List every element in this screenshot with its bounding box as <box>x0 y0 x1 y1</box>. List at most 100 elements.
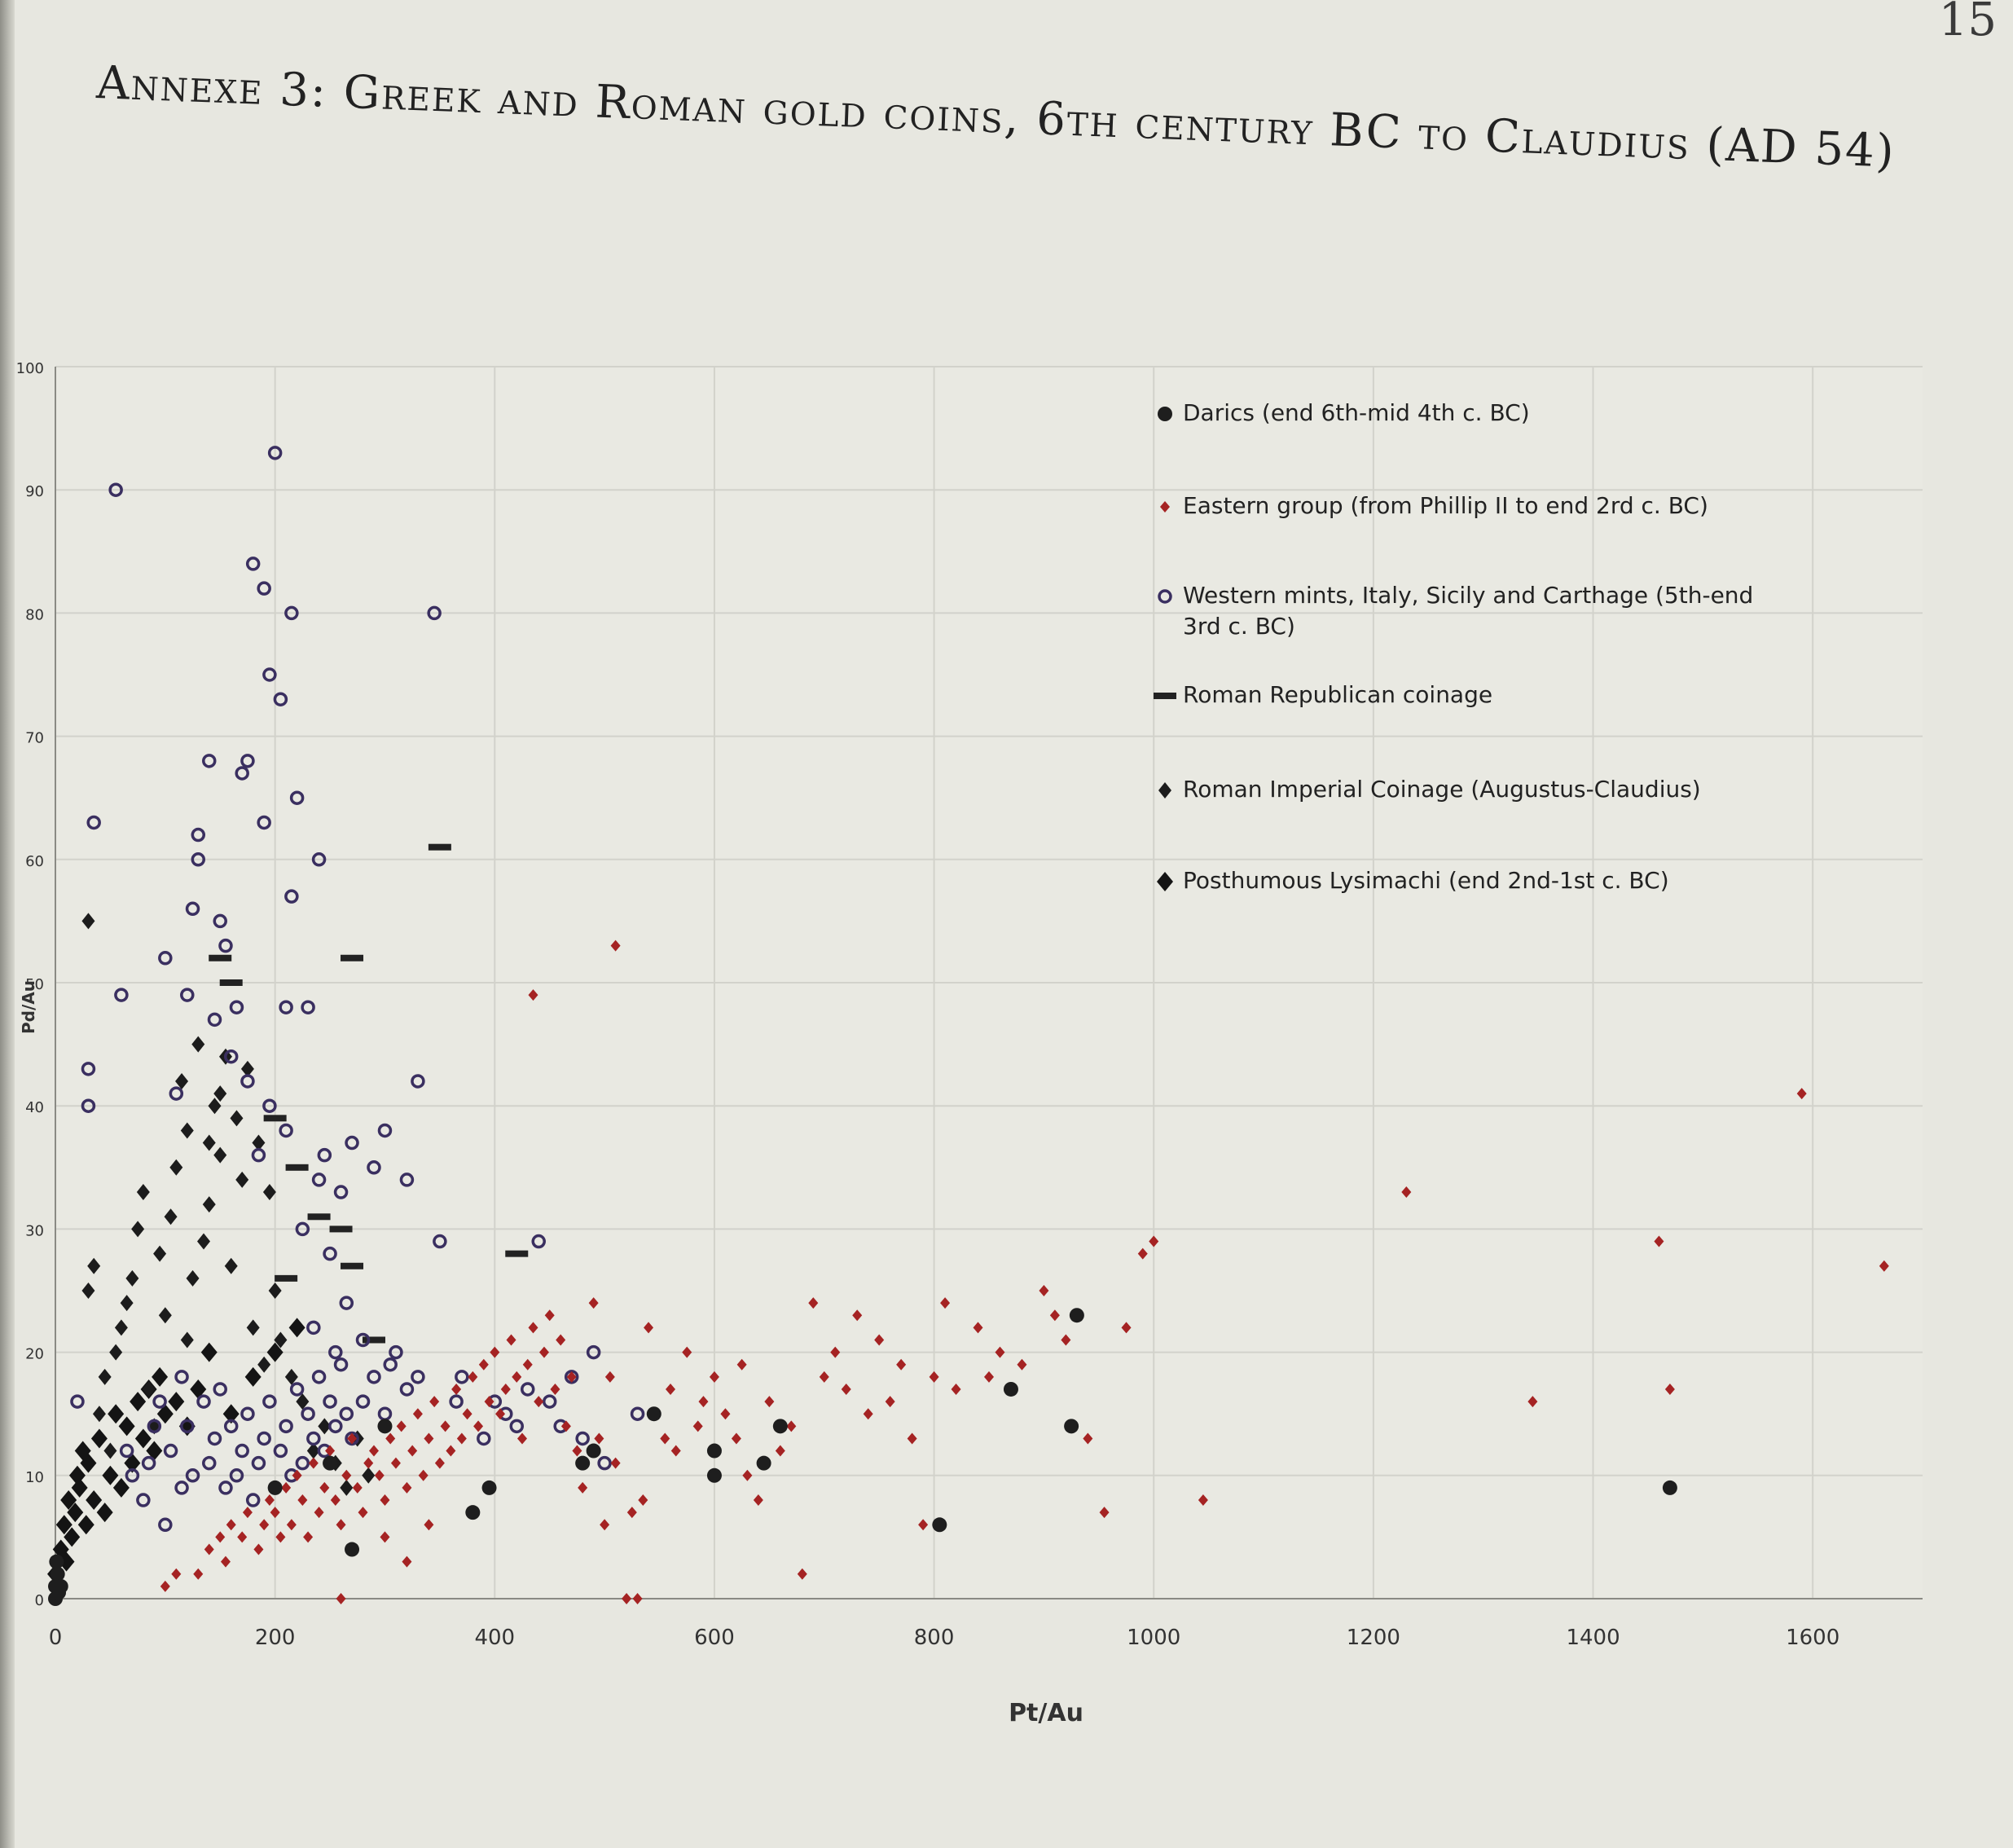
data-point <box>1796 1088 1807 1100</box>
data-point <box>207 1012 222 1027</box>
data-point <box>402 1481 412 1494</box>
y-tick-label: 100 <box>16 360 44 377</box>
data-point <box>319 1481 330 1494</box>
x-tick-label: 1200 <box>1347 1626 1400 1650</box>
data-point <box>424 1519 434 1531</box>
data-point <box>301 1406 315 1421</box>
data-point <box>281 1481 292 1494</box>
legend-label: Western mints, Italy, Sicily and Carthag… <box>1183 582 1753 609</box>
data-point <box>506 1334 516 1346</box>
data-point <box>368 1445 379 1457</box>
data-point <box>185 1468 200 1483</box>
data-point <box>446 1445 456 1457</box>
data-point <box>223 1049 239 1064</box>
data-point <box>666 1383 676 1395</box>
data-point <box>550 1383 560 1395</box>
data-point <box>273 1443 288 1459</box>
data-point <box>235 1443 249 1459</box>
data-point <box>1121 1322 1132 1334</box>
data-point <box>575 1431 590 1446</box>
data-point <box>191 827 206 843</box>
data-point <box>355 1394 371 1409</box>
data-point <box>473 1420 484 1432</box>
y-tick-label: 70 <box>25 730 44 747</box>
legend-marker <box>1154 693 1176 699</box>
data-point <box>301 1000 315 1014</box>
data-point <box>424 1432 434 1445</box>
data-point <box>797 1568 807 1580</box>
y-tick-label: 50 <box>25 976 44 993</box>
data-point <box>308 1457 319 1469</box>
data-point <box>213 1146 227 1164</box>
data-point <box>204 1543 214 1555</box>
data-point <box>264 1494 275 1507</box>
data-point <box>578 1481 588 1494</box>
data-point <box>257 581 271 596</box>
data-point <box>630 1406 645 1421</box>
data-point <box>120 1295 134 1312</box>
data-point <box>240 1074 255 1089</box>
data-point <box>429 1396 440 1408</box>
y-tick-label: 80 <box>25 606 44 623</box>
data-point <box>191 1036 205 1053</box>
data-point <box>253 1543 264 1555</box>
data-point <box>380 1494 390 1507</box>
data-point <box>207 1431 222 1446</box>
data-point <box>786 1420 797 1432</box>
data-point <box>1064 1419 1079 1434</box>
data-point <box>160 1580 170 1592</box>
data-point <box>929 1371 939 1383</box>
data-point <box>125 1269 139 1287</box>
data-point <box>163 1443 178 1459</box>
data-point <box>242 1507 253 1519</box>
data-point <box>196 1394 211 1409</box>
x-tick-label: 1600 <box>1786 1626 1839 1650</box>
data-point <box>124 1453 141 1473</box>
data-point <box>289 1382 305 1397</box>
data-point <box>380 1531 390 1543</box>
data-point <box>1069 1308 1084 1323</box>
data-point <box>1664 1383 1675 1395</box>
data-point <box>81 1283 95 1299</box>
data-point <box>522 1358 533 1371</box>
data-point <box>60 1490 77 1511</box>
data-point <box>756 1455 771 1471</box>
data-point <box>180 1331 194 1349</box>
data-point <box>626 1507 637 1519</box>
data-point <box>80 1453 97 1473</box>
data-point <box>229 1000 244 1014</box>
data-point <box>220 1555 231 1568</box>
data-point <box>586 1344 601 1360</box>
data-point <box>317 1147 332 1163</box>
y-tick-label: 90 <box>25 483 44 500</box>
data-point <box>918 1519 929 1531</box>
data-point <box>152 1366 169 1387</box>
data-point <box>411 1074 425 1089</box>
data-point <box>67 1503 84 1523</box>
data-point <box>399 1173 415 1187</box>
data-point <box>1083 1432 1093 1445</box>
data-point <box>1061 1334 1071 1346</box>
data-point <box>1662 1480 1677 1495</box>
data-point <box>164 1208 178 1225</box>
data-point <box>130 1392 147 1412</box>
data-point <box>218 938 233 953</box>
data-point <box>262 1184 276 1201</box>
data-point <box>237 1531 248 1543</box>
data-point <box>604 1371 615 1383</box>
data-point <box>402 1555 412 1568</box>
data-point <box>284 605 299 621</box>
data-point <box>560 1420 571 1432</box>
data-point <box>328 1344 343 1360</box>
data-point <box>646 1406 661 1422</box>
data-point <box>318 1418 332 1435</box>
data-point <box>819 1371 829 1383</box>
data-point <box>306 1431 321 1446</box>
y-tick-label: 40 <box>25 1099 44 1116</box>
data-point <box>109 1344 123 1361</box>
data-point <box>500 1383 511 1395</box>
data-point <box>108 482 123 497</box>
data-point <box>158 1517 173 1533</box>
data-point <box>251 1455 266 1471</box>
data-point <box>874 1334 885 1346</box>
